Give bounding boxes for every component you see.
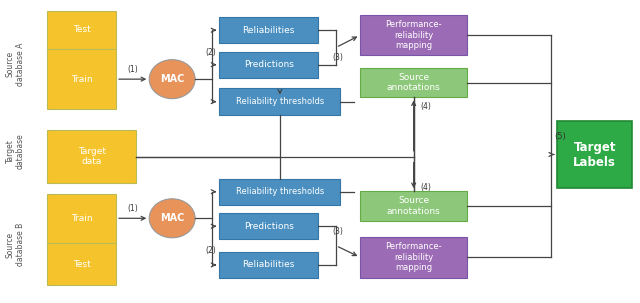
Text: Train: Train xyxy=(71,75,93,84)
FancyBboxPatch shape xyxy=(47,11,116,49)
Text: (3): (3) xyxy=(333,227,344,236)
Text: MAC: MAC xyxy=(160,74,184,84)
FancyBboxPatch shape xyxy=(47,243,116,285)
FancyBboxPatch shape xyxy=(220,88,340,115)
Text: Source
annotations: Source annotations xyxy=(387,196,440,215)
Text: (2): (2) xyxy=(205,48,216,57)
FancyBboxPatch shape xyxy=(360,15,467,55)
Text: (1): (1) xyxy=(127,65,138,74)
Text: Reliability thresholds: Reliability thresholds xyxy=(236,187,324,196)
Text: Source
database A: Source database A xyxy=(6,43,25,86)
FancyBboxPatch shape xyxy=(220,17,318,43)
Text: Reliability thresholds: Reliability thresholds xyxy=(236,97,324,106)
FancyBboxPatch shape xyxy=(360,191,467,221)
Text: Reliabilities: Reliabilities xyxy=(243,26,295,35)
Text: (1): (1) xyxy=(127,204,138,213)
Text: Predictions: Predictions xyxy=(244,222,294,231)
Text: (5): (5) xyxy=(554,132,566,142)
Text: MAC: MAC xyxy=(160,213,184,223)
FancyBboxPatch shape xyxy=(557,122,632,188)
FancyBboxPatch shape xyxy=(220,252,318,278)
Text: Train: Train xyxy=(71,214,93,223)
Text: Target
database: Target database xyxy=(6,134,25,169)
Text: (2): (2) xyxy=(205,246,216,255)
Text: Performance-
reliability
mapping: Performance- reliability mapping xyxy=(385,20,442,50)
FancyBboxPatch shape xyxy=(220,52,318,78)
Text: Test: Test xyxy=(73,25,90,35)
Text: Reliabilities: Reliabilities xyxy=(243,261,295,269)
FancyBboxPatch shape xyxy=(47,194,116,243)
Text: Predictions: Predictions xyxy=(244,60,294,69)
Text: Source
database B: Source database B xyxy=(6,223,25,266)
Text: Source
annotations: Source annotations xyxy=(387,73,440,92)
FancyBboxPatch shape xyxy=(220,178,340,205)
FancyBboxPatch shape xyxy=(360,68,467,98)
Text: Target
Labels: Target Labels xyxy=(573,141,616,168)
Text: (3): (3) xyxy=(333,53,344,62)
Text: (4): (4) xyxy=(420,102,431,112)
FancyBboxPatch shape xyxy=(47,49,116,109)
FancyBboxPatch shape xyxy=(220,213,318,239)
FancyBboxPatch shape xyxy=(360,237,467,278)
FancyBboxPatch shape xyxy=(47,131,136,183)
Ellipse shape xyxy=(149,60,195,99)
Text: (4): (4) xyxy=(420,183,431,191)
Text: Performance-
reliability
mapping: Performance- reliability mapping xyxy=(385,242,442,272)
Text: Target
data: Target data xyxy=(78,147,106,166)
Text: Test: Test xyxy=(73,260,90,268)
Ellipse shape xyxy=(149,199,195,238)
